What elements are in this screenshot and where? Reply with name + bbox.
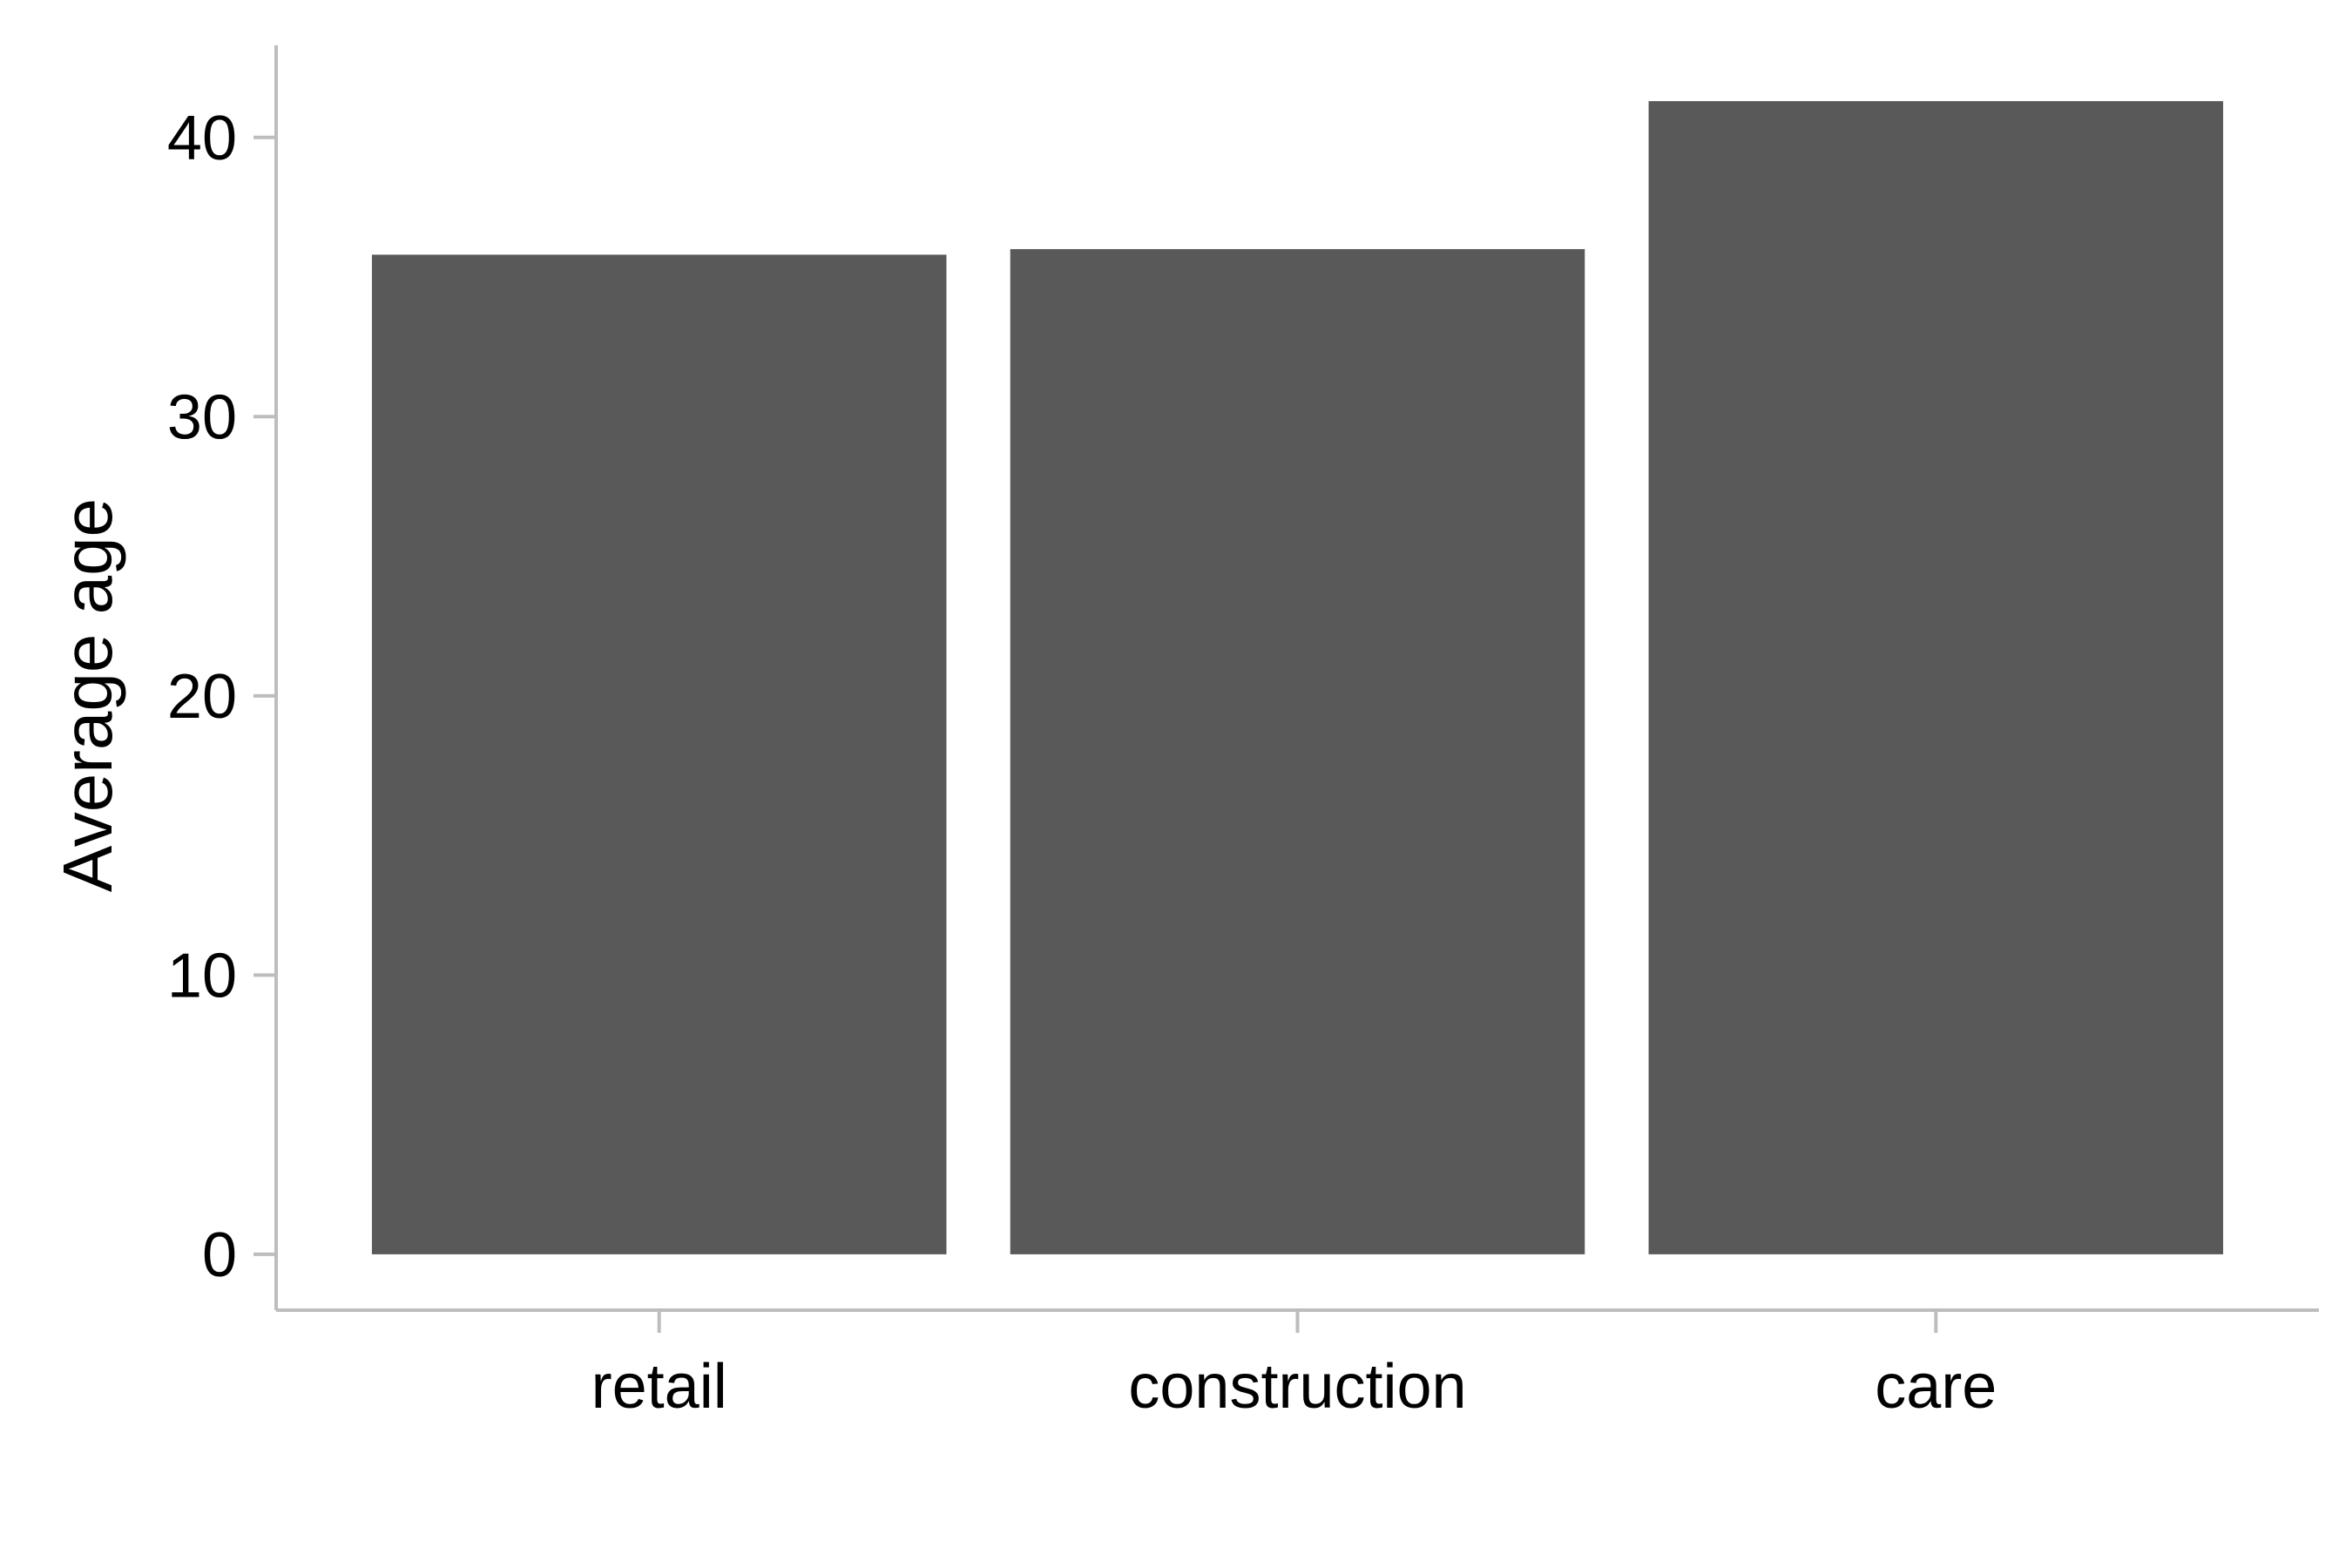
bars-group: [371, 101, 2224, 1254]
axes-group: [253, 45, 2319, 1333]
y-tick-label-30: 30: [167, 382, 237, 452]
bar-construction: [1010, 248, 1585, 1254]
y-axis-title: Average age: [49, 498, 126, 892]
labels-group: 0 10 20 30 40 retail construction care: [167, 104, 1997, 1422]
y-tick-label-0: 0: [202, 1220, 237, 1290]
y-tick-label-40: 40: [167, 104, 237, 173]
y-tick-label-10: 10: [167, 941, 237, 1010]
bar-care: [1648, 101, 2224, 1254]
x-tick-label-retail: retail: [591, 1352, 727, 1422]
x-tick-label-care: care: [1875, 1352, 1997, 1422]
y-tick-label-20: 20: [167, 662, 237, 732]
x-tick-label-construction: construction: [1128, 1352, 1466, 1422]
bar-retail: [371, 254, 947, 1254]
